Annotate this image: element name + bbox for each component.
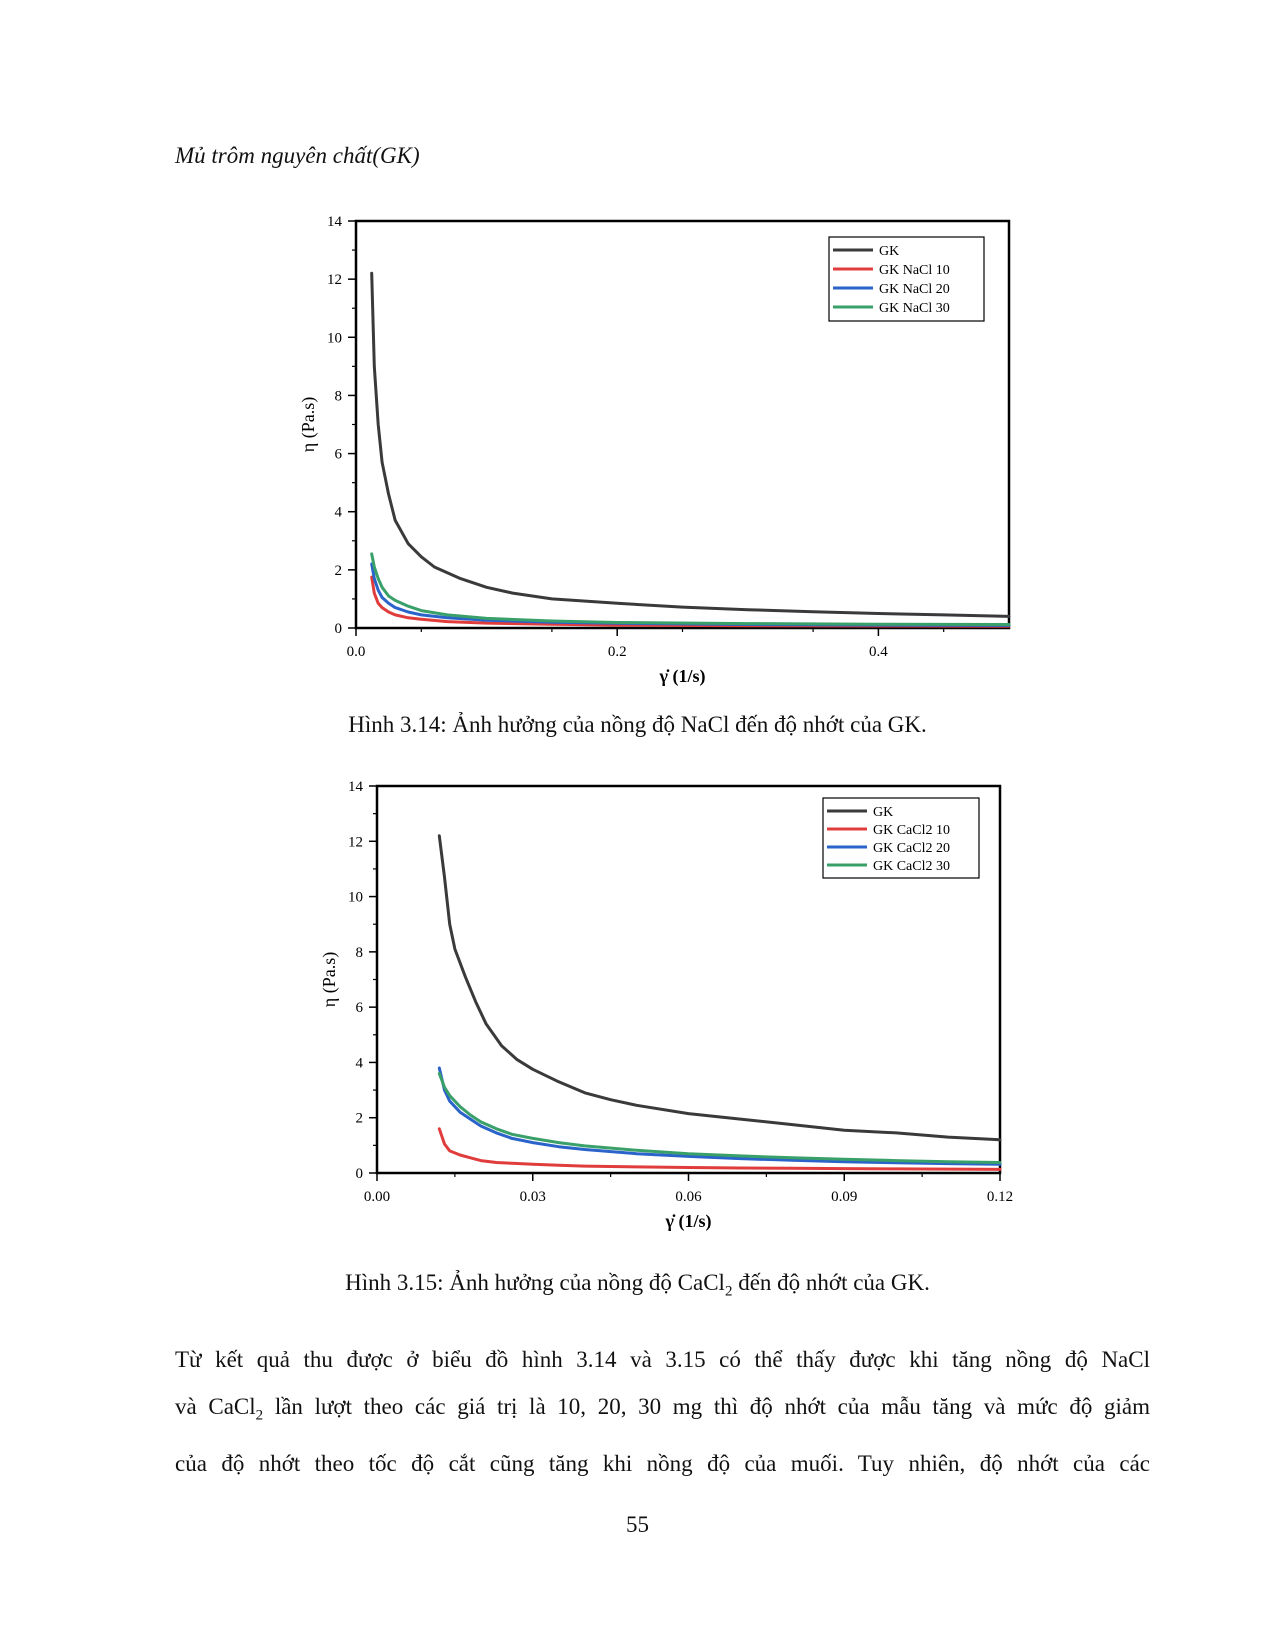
figure-3-15-caption: Hình 3.15: Ảnh hưởng của nồng độ CaCl2 đ… [0,1270,1275,1301]
y-axis-label: η (Pa.s) [298,397,319,452]
y-tick-label: 0 [356,1166,364,1182]
series-line [437,834,1002,1142]
x-tick-label: 0.00 [364,1189,390,1205]
figure-3-14-caption: Hình 3.14: Ảnh hưởng của nồng độ NaCl đế… [348,712,927,737]
y-tick-label: 4 [335,505,343,521]
y-tick-label: 14 [348,779,364,795]
y-tick-label: 6 [356,1000,364,1016]
legend-label: GK CaCl2 20 [873,841,950,856]
series-line [437,1127,1002,1171]
x-tick-label: 0.4 [869,644,888,660]
y-tick-label: 10 [327,330,342,346]
legend-box [822,797,980,879]
series-line [370,575,1011,628]
y-tick-label: 8 [356,945,364,961]
y-tick-label: 12 [348,834,363,850]
body-line: và CaCl2 lần lượt theo các giá trị là 10… [175,1383,1150,1440]
y-tick-label: 4 [356,1055,364,1071]
body-line: Từ kết quả thu được ở biểu đồ hình 3.14 … [175,1347,1150,1372]
body-line: của độ nhớt theo tốc độ cắt cũng tăng kh… [175,1450,1150,1476]
plot-frame [375,784,1002,1175]
caption-text: Hình 3.15: Ảnh hưởng của nồng độ CaCl [345,1270,725,1295]
y-tick-label: 12 [327,272,342,288]
y-axis-label: η (Pa.s) [319,952,340,1007]
legend-label: GK [873,805,893,820]
x-axis-label: γ̇ (1/s) [665,1211,712,1232]
y-tick-label: 8 [335,388,343,404]
x-tick-label: 0.12 [987,1189,1013,1205]
y-tick-label: 10 [348,890,363,906]
legend-label: GK NaCl 20 [879,282,950,297]
section-heading: Mủ trôm nguyên chất(GK) [175,143,420,168]
legend-label: GK NaCl 30 [879,301,950,316]
x-tick-label: 0.09 [831,1189,857,1205]
y-tick-label: 14 [327,214,343,230]
x-axis-label: γ̇ (1/s) [659,666,706,687]
x-tick-label: 0.2 [608,644,627,660]
series-line [370,552,1011,626]
body-text: và CaCl [175,1394,256,1419]
x-tick-label: 0.06 [675,1189,702,1205]
x-tick-label: 0.0 [347,644,366,660]
series-line [437,1072,1002,1164]
y-tick-label: 6 [335,447,343,463]
body-text: lần lượt theo các giá trị là 10, 20, 30 … [263,1394,1150,1419]
legend-label: GK NaCl 10 [879,263,950,278]
series-line [437,1066,1002,1166]
series-line [370,271,1011,618]
y-tick-label: 2 [356,1111,364,1127]
body-paragraph: Từ kết quả thu được ở biểu đồ hình 3.14 … [175,1336,1150,1487]
body-subscript: 2 [255,1407,264,1424]
y-tick-label: 0 [335,621,343,637]
y-tick-label: 2 [335,563,343,579]
legend-box [828,236,985,322]
legend-label: GK CaCl2 10 [873,823,950,838]
plot-frame [354,219,1011,630]
caption-text: đến độ nhớt của GK. [732,1270,930,1295]
caption-subscript: 2 [724,1283,733,1300]
page-number: 55 [626,1512,649,1537]
legend-label: GK CaCl2 30 [873,859,950,874]
legend-label: GK [879,244,899,259]
x-tick-label: 0.03 [520,1189,546,1205]
series-line [370,562,1011,627]
